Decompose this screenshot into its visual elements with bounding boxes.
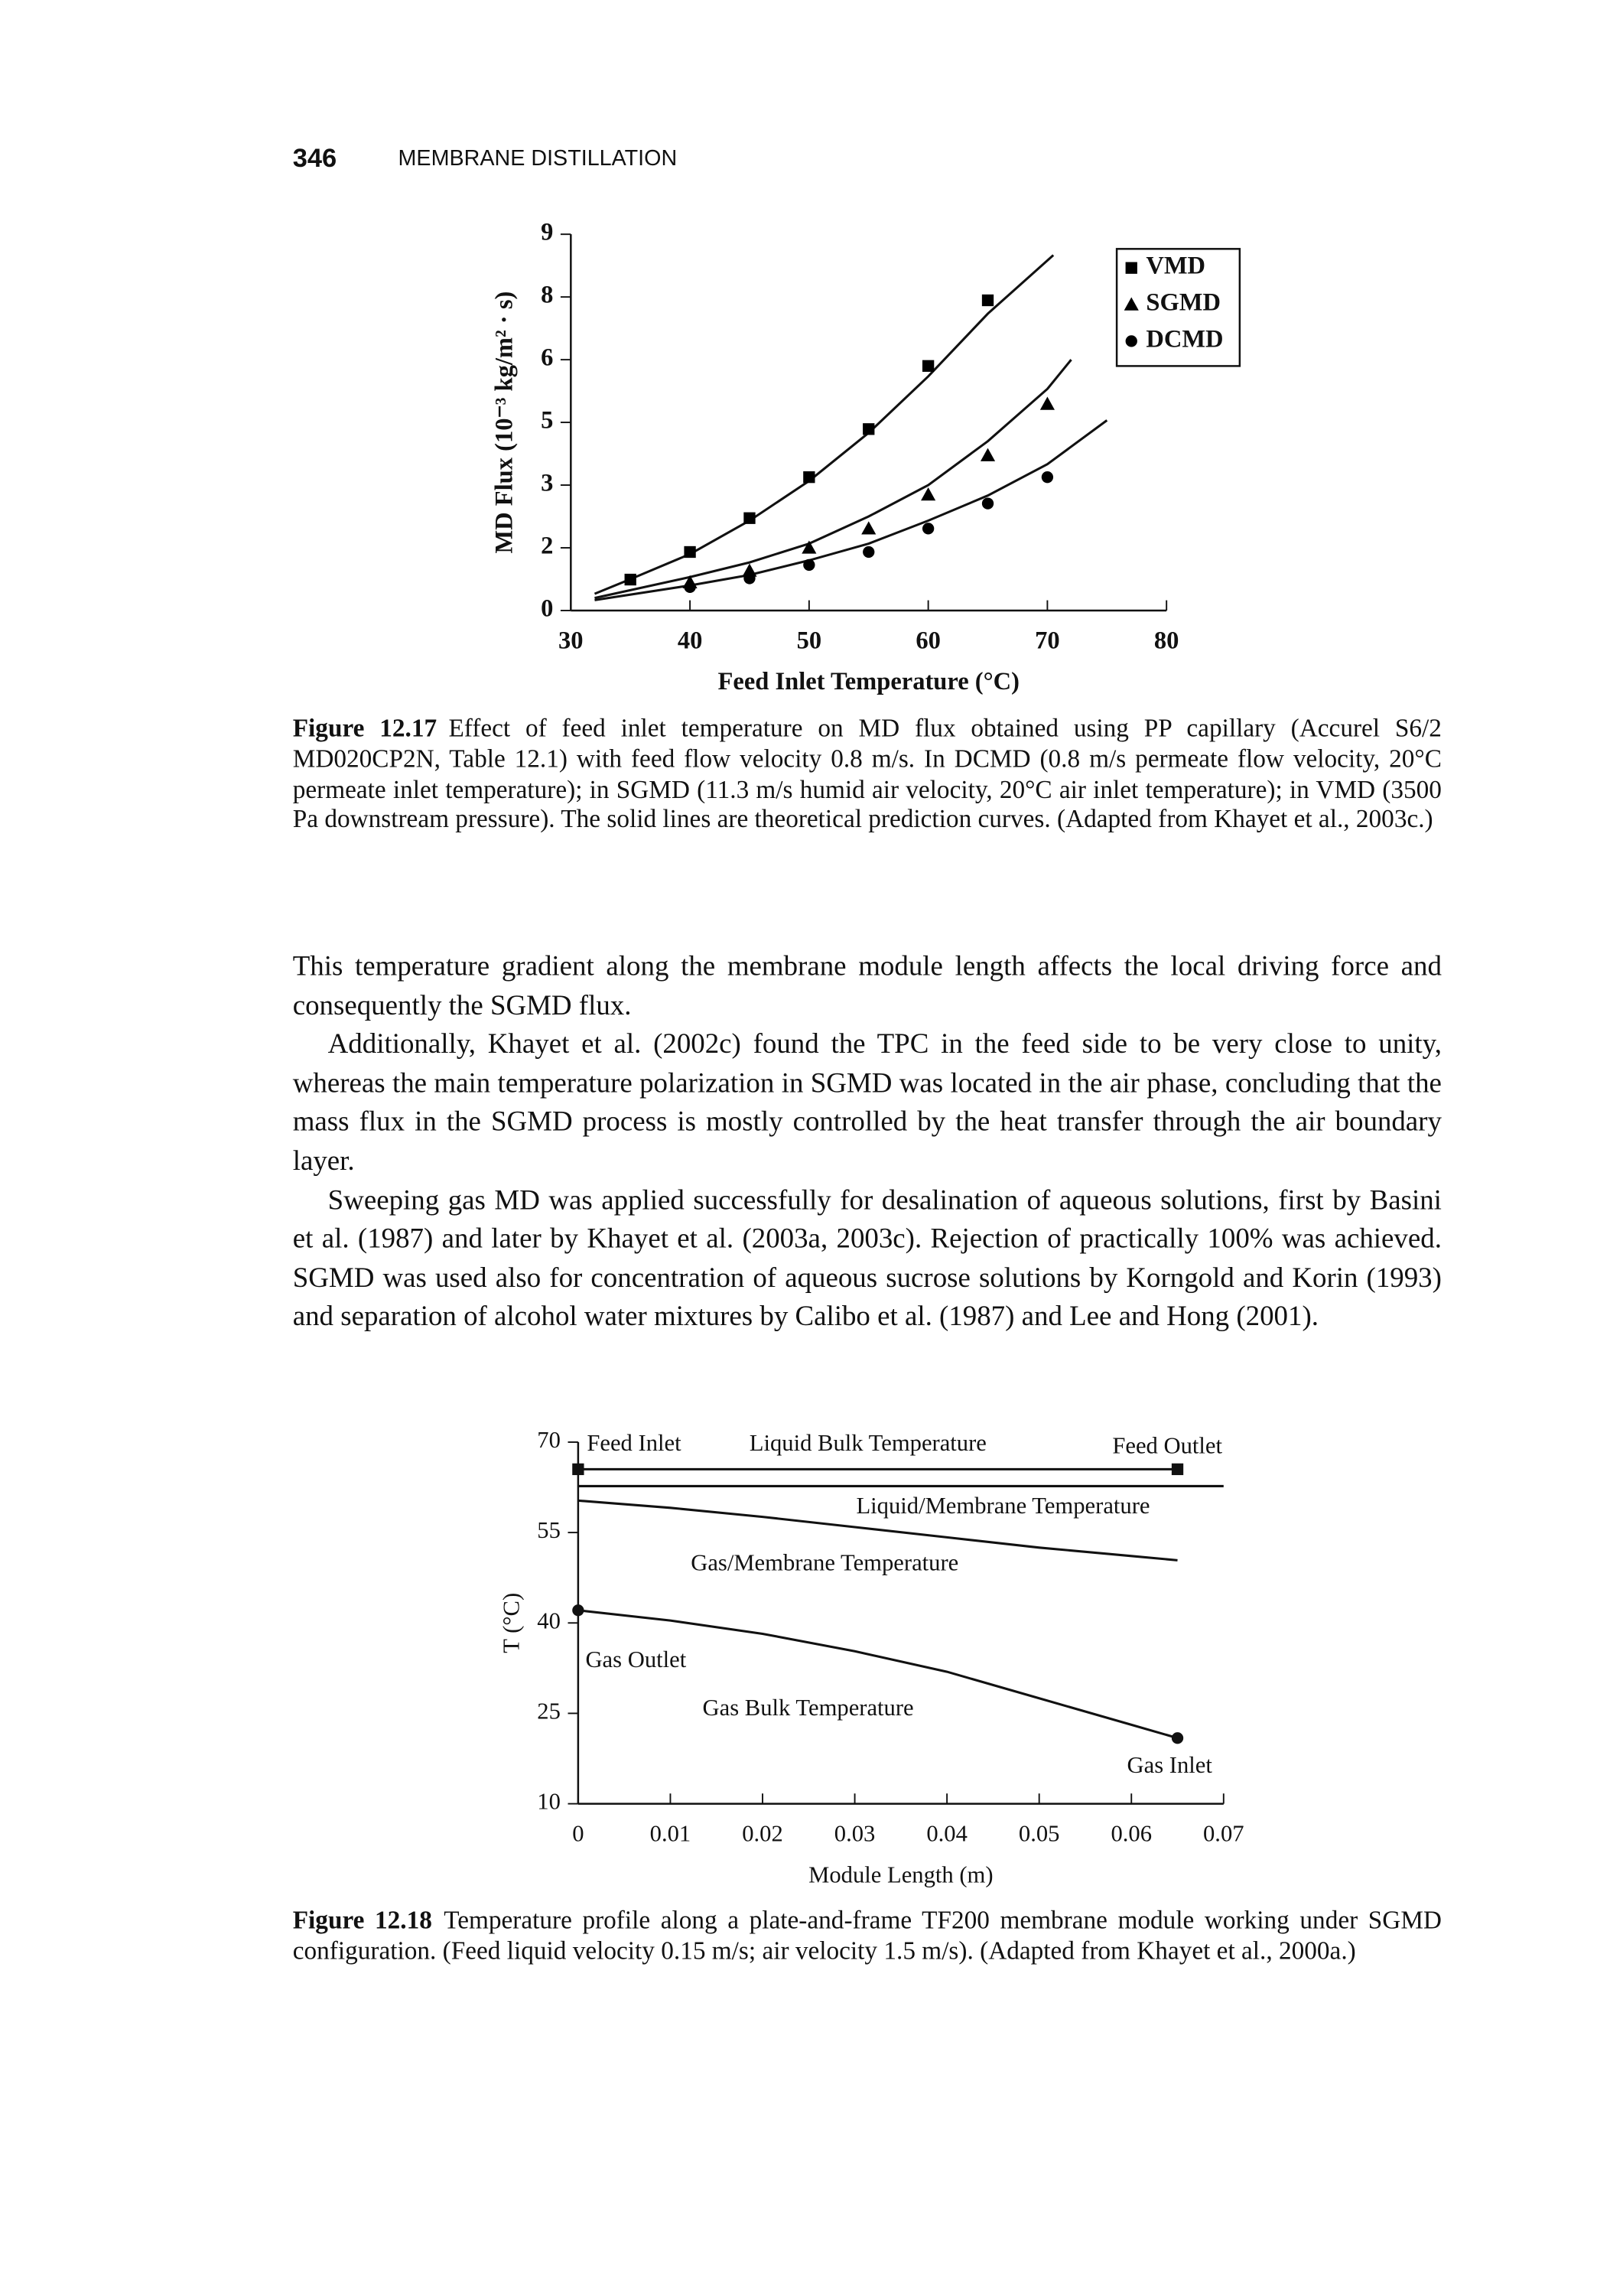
paragraph: This temperature gradient along the memb… <box>292 951 1442 1021</box>
x-axis-title: Module Length (m) <box>808 1861 993 1887</box>
marker-triangle <box>742 563 757 577</box>
y-tick-label: 40 <box>537 1607 561 1633</box>
x-axis-title: Feed Inlet Temperature (°C) <box>718 668 1020 695</box>
paragraph: Sweeping gas MD was applied successfully… <box>292 1185 1442 1334</box>
annotation: Gas Outlet <box>585 1646 686 1672</box>
marker-triangle <box>1124 297 1139 311</box>
marker-circle <box>863 546 875 559</box>
annotation: Gas Bulk Temperature <box>703 1695 914 1721</box>
legend-label: SGMD <box>1146 289 1221 317</box>
paragraph: Additionally, Khayet et al. (2002c) foun… <box>292 1029 1442 1177</box>
marker-square <box>863 423 875 435</box>
marker-circle <box>1041 471 1054 484</box>
caption-text: Temperature profile along a plate-and-fr… <box>292 1904 1442 1965</box>
x-tick-label: 0.07 <box>1203 1821 1244 1847</box>
y-axis-title: T (°C) <box>499 1593 525 1653</box>
profile-line <box>577 1499 1178 1562</box>
y-tick-label: 8 <box>541 282 553 309</box>
caption-text: Effect of feed inlet temperature on MD f… <box>292 712 1442 834</box>
y-axis-title: MD Flux (10⁻³ kg/m² · s) <box>491 291 519 554</box>
page-number: 346 <box>292 143 337 173</box>
x-tick-label: 30 <box>558 627 584 655</box>
marker-circle <box>922 523 935 535</box>
x-tick-label: 40 <box>678 627 703 655</box>
marker-triangle <box>980 448 996 461</box>
marker-triangle <box>802 540 817 554</box>
y-tick-label: 3 <box>541 470 553 497</box>
marker-square <box>803 471 815 484</box>
x-tick-label: 0.05 <box>1019 1821 1060 1847</box>
marker-square <box>743 512 756 524</box>
marker-triangle <box>861 521 877 535</box>
caption-label: Figure 12.18 <box>292 1904 432 1934</box>
theory-curve <box>594 359 1072 600</box>
marker-circle <box>743 572 756 585</box>
profile-line <box>577 1609 1178 1740</box>
marker-triangle <box>1039 396 1055 410</box>
marker-square <box>684 546 696 559</box>
marker-circle <box>803 559 815 572</box>
y-tick-label: 9 <box>541 219 553 246</box>
legend-label: VMD <box>1146 252 1205 280</box>
figure-caption: Figure 12.17 Effect of feed inlet tempera… <box>293 713 1442 835</box>
marker-square <box>624 573 636 586</box>
marker-circle <box>1171 1732 1184 1744</box>
annotation: Feed Inlet <box>587 1430 681 1456</box>
x-tick-label: 0.03 <box>834 1821 876 1847</box>
marker-circle <box>981 497 994 510</box>
y-tick-label: 25 <box>537 1698 561 1724</box>
annotation: Liquid/Membrane Temperature <box>856 1493 1150 1519</box>
running-title: MEMBRANE DISTILLATION <box>398 146 678 171</box>
x-tick-label: 0.02 <box>742 1821 783 1847</box>
annotation: Feed Outlet <box>1112 1433 1222 1459</box>
y-tick-label: 6 <box>541 344 553 372</box>
y-tick-label: 2 <box>541 532 553 559</box>
marker-square <box>572 1463 584 1476</box>
x-tick-label: 0.04 <box>926 1821 968 1847</box>
y-tick-label: 5 <box>541 407 553 435</box>
y-tick-label: 0 <box>541 594 553 622</box>
x-tick-label: 80 <box>1154 627 1179 655</box>
x-tick-label: 60 <box>916 627 941 655</box>
theory-curve <box>594 419 1108 601</box>
annotation: Gas/Membrane Temperature <box>691 1550 958 1576</box>
marker-circle <box>684 581 696 594</box>
y-tick-label: 70 <box>537 1427 561 1453</box>
marker-square <box>1125 262 1137 274</box>
y-tick-label: 10 <box>537 1789 561 1815</box>
x-tick-label: 0 <box>572 1821 584 1847</box>
annotation: Gas Inlet <box>1127 1752 1213 1778</box>
legend-label: DCMD <box>1146 325 1223 353</box>
caption-label: Figure 12.17 <box>292 712 437 743</box>
marker-circle <box>572 1604 584 1617</box>
figure-caption: Figure 12.18 Temperature profile along a … <box>293 1905 1442 1966</box>
marker-triangle <box>921 487 936 501</box>
marker-square <box>922 360 935 372</box>
x-tick-label: 70 <box>1035 627 1060 655</box>
body-text: This temperature gradient along the memb… <box>293 949 1442 1338</box>
marker-square <box>981 294 994 307</box>
marker-square <box>1171 1463 1184 1476</box>
marker-circle <box>1125 335 1137 347</box>
annotation: Liquid Bulk Temperature <box>750 1430 987 1456</box>
x-tick-label: 0.01 <box>650 1821 691 1847</box>
x-tick-label: 50 <box>797 627 822 655</box>
x-tick-label: 0.06 <box>1111 1821 1152 1847</box>
y-tick-label: 55 <box>537 1517 561 1543</box>
